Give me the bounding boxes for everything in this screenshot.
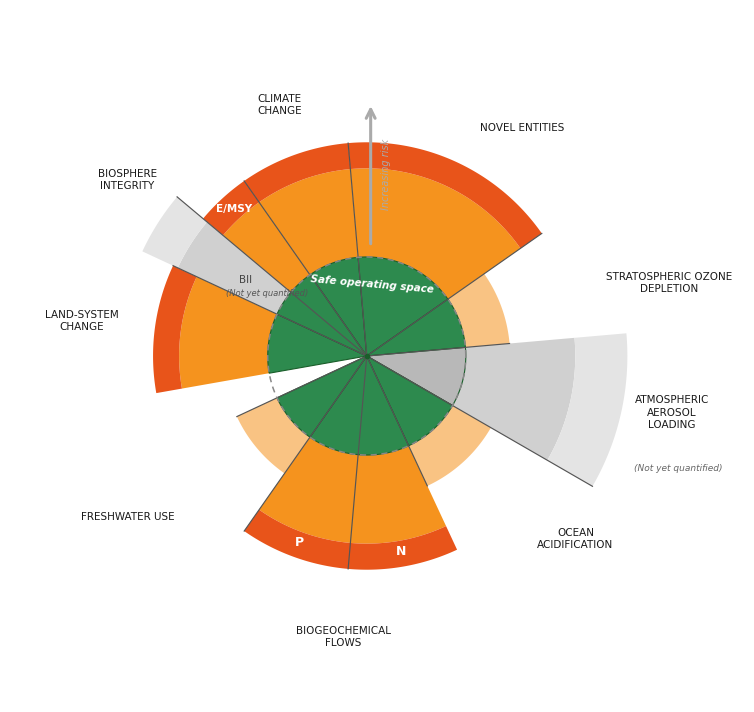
Polygon shape xyxy=(348,142,542,248)
Polygon shape xyxy=(310,356,409,455)
Text: E/MSY: E/MSY xyxy=(216,204,253,214)
Text: N: N xyxy=(396,545,406,557)
Polygon shape xyxy=(366,299,465,356)
Text: BII: BII xyxy=(238,275,252,285)
Polygon shape xyxy=(547,333,627,486)
Text: FRESHWATER USE: FRESHWATER USE xyxy=(81,512,175,522)
Polygon shape xyxy=(366,347,466,406)
Polygon shape xyxy=(448,274,510,347)
Text: STRATOSPHERIC OZONE
DEPLETION: STRATOSPHERIC OZONE DEPLETION xyxy=(606,272,732,294)
Text: P: P xyxy=(295,535,304,549)
Text: Increasing risk: Increasing risk xyxy=(381,140,391,211)
Text: OCEAN
ACIDIFICATION: OCEAN ACIDIFICATION xyxy=(538,528,614,550)
Polygon shape xyxy=(310,257,366,356)
Text: (Not yet quantified): (Not yet quantified) xyxy=(226,289,308,298)
Polygon shape xyxy=(277,356,366,437)
Polygon shape xyxy=(259,437,446,544)
Polygon shape xyxy=(203,181,259,236)
Text: CLIMATE
CHANGE: CLIMATE CHANGE xyxy=(257,93,302,116)
Text: Safe operating space: Safe operating space xyxy=(310,274,434,295)
Text: LAND-SYSTEM
CHANGE: LAND-SYSTEM CHANGE xyxy=(45,310,119,333)
Polygon shape xyxy=(259,169,358,275)
Polygon shape xyxy=(237,398,310,473)
Polygon shape xyxy=(244,143,351,202)
Polygon shape xyxy=(366,356,452,446)
Polygon shape xyxy=(409,406,491,486)
Polygon shape xyxy=(178,222,291,314)
Polygon shape xyxy=(153,266,197,393)
Text: ATMOSPHERIC
AEROSOL
LOADING: ATMOSPHERIC AEROSOL LOADING xyxy=(634,395,709,430)
Polygon shape xyxy=(358,257,448,356)
Polygon shape xyxy=(351,168,520,299)
Polygon shape xyxy=(268,314,366,373)
Text: BIOGEOCHEMICAL
FLOWS: BIOGEOCHEMICAL FLOWS xyxy=(296,626,391,649)
Polygon shape xyxy=(179,277,277,389)
Text: NOVEL ENTITIES: NOVEL ENTITIES xyxy=(480,123,565,133)
Polygon shape xyxy=(244,510,457,570)
Polygon shape xyxy=(223,202,310,293)
Text: (Not yet quantified): (Not yet quantified) xyxy=(634,464,723,473)
Polygon shape xyxy=(452,337,575,460)
Text: BIOSPHERE
INTEGRITY: BIOSPHERE INTEGRITY xyxy=(98,169,157,192)
Polygon shape xyxy=(143,197,207,268)
Polygon shape xyxy=(277,275,366,356)
